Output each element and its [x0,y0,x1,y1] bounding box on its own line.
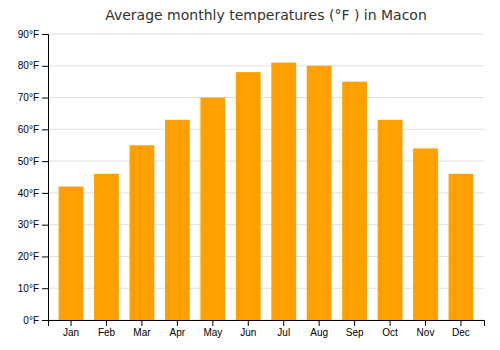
bar [342,82,367,320]
x-tick-mark [212,320,213,326]
y-tick: 20°F [18,251,48,262]
x-tick-mark [460,320,461,326]
x-tick-label: Dec [452,327,470,338]
x-tick-label: Apr [170,327,186,338]
x-tick-mark [248,320,249,326]
bar [59,187,84,320]
x-tick-label: Aug [310,327,328,338]
bar [94,174,119,320]
x-tick: Aug [310,320,328,338]
x-tick-label: Feb [98,327,116,338]
y-axis-line [42,35,49,321]
x-tick: May [203,320,222,338]
y-tick-mark [42,129,48,130]
x-tick: Oct [382,320,398,338]
bar [378,120,403,320]
x-tick-label: Mar [133,327,151,338]
y-tick-label: 90°F [18,29,39,40]
x-tick: Sep [346,320,364,338]
y-axis: 0°F 10°F 20°F 30°F 40°F 50°F 60°F 70°F 80°F 90°F [18,29,49,326]
y-tick: 70°F [18,92,48,103]
y-tick-label: 80°F [18,60,39,71]
y-tick: 30°F [18,219,48,230]
grid-line [48,34,484,35]
y-tick-mark [42,98,48,99]
y-tick-label: 50°F [18,156,39,167]
y-tick-label: 10°F [18,283,39,294]
y-tick-mark [42,288,48,289]
x-tick: Nov [417,320,435,338]
y-tick-mark [42,66,48,67]
x-tick-mark [283,320,284,326]
title: Average monthly temperatures (°F ) in Ma… [105,7,427,23]
bar [200,98,225,320]
y-tick-mark [42,34,48,35]
x-tick-mark [319,320,320,326]
grid [48,34,484,320]
bar [307,66,332,320]
x-tick: Jul [277,320,290,338]
grid-line [48,65,484,66]
x-tick: Jun [240,320,256,338]
y-tick-label: 70°F [18,92,39,103]
y-tick-label: 0°F [23,315,39,326]
x-tick: Jan [63,320,79,338]
y-tick-mark [42,320,48,321]
y-tick-label: 60°F [18,124,39,135]
y-tick-label: 40°F [18,188,39,199]
y-tick: 40°F [18,188,48,199]
y-tick-mark [42,193,48,194]
grid-line [48,129,484,130]
x-tick: Dec [452,320,470,338]
bar [236,72,261,320]
bar [449,174,474,320]
bar [130,145,155,320]
x-tick-label: Oct [382,327,398,338]
y-tick: 60°F [18,124,48,135]
x-tick-label: Sep [346,327,364,338]
y-tick: 0°F [23,315,48,326]
y-tick: 90°F [18,29,48,40]
y-tick-mark [42,225,48,226]
bar [413,148,438,320]
x-tick-label: May [203,327,222,338]
bar [165,120,190,320]
grid-line [48,97,484,98]
x-tick: Mar [133,320,151,338]
x-axis: Jan Feb Mar Apr May Jun Jul Aug Sep Oct Nov Dec [49,320,485,338]
x-tick-mark [141,320,142,326]
bars [59,63,474,320]
y-tick-mark [42,161,48,162]
y-tick-label: 30°F [18,219,39,230]
x-tick-label: Jul [277,327,290,338]
y-tick: 10°F [18,283,48,294]
x-tick: Feb [98,320,116,338]
y-tick: 50°F [18,156,48,167]
x-tick-label: Jan [63,327,79,338]
plot: Jan Feb Mar Apr May Jun Jul Aug Sep Oct Nov Dec 0°F 1… [18,29,485,338]
x-tick-mark [71,320,72,326]
chart: Jan Feb Mar Apr May Jun Jul Aug Sep Oct Nov Dec 0°F 1… [0,0,500,350]
x-axis-line [49,321,485,327]
x-tick-label: Jun [240,327,256,338]
y-tick: 80°F [18,60,48,71]
x-tick-mark [390,320,391,326]
bar [271,63,296,320]
x-tick-mark [177,320,178,326]
x-tick: Apr [170,320,186,338]
x-tick-mark [106,320,107,326]
x-tick-label: Nov [417,327,435,338]
x-tick-mark [354,320,355,326]
x-tick-mark [425,320,426,326]
y-tick-label: 20°F [18,251,39,262]
y-tick-mark [42,256,48,257]
